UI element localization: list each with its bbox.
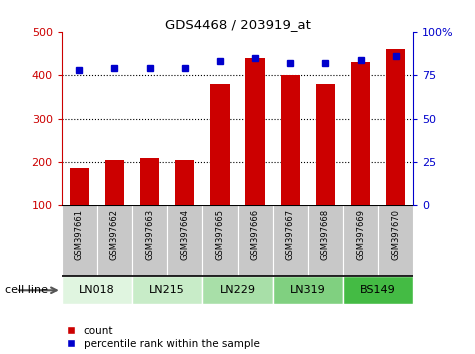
Bar bbox=[202, 276, 273, 304]
Bar bbox=[132, 276, 202, 304]
Text: GSM397669: GSM397669 bbox=[356, 209, 365, 260]
Bar bbox=[343, 276, 413, 304]
Bar bbox=[140, 158, 159, 205]
Bar bbox=[132, 205, 167, 276]
Text: GSM397666: GSM397666 bbox=[251, 209, 259, 260]
Text: cell line: cell line bbox=[5, 285, 48, 295]
Bar bbox=[238, 205, 273, 276]
Text: GSM397670: GSM397670 bbox=[391, 209, 400, 260]
Bar bbox=[62, 205, 97, 276]
Bar bbox=[308, 205, 343, 276]
Bar bbox=[62, 276, 132, 304]
Bar bbox=[378, 205, 413, 276]
Bar bbox=[273, 205, 308, 276]
Text: GSM397662: GSM397662 bbox=[110, 209, 119, 260]
Text: GSM397661: GSM397661 bbox=[75, 209, 84, 260]
Bar bbox=[97, 205, 132, 276]
Text: LN215: LN215 bbox=[149, 285, 185, 295]
Bar bbox=[202, 205, 238, 276]
Text: LN319: LN319 bbox=[290, 285, 326, 295]
Text: GSM397665: GSM397665 bbox=[216, 209, 224, 260]
Title: GDS4468 / 203919_at: GDS4468 / 203919_at bbox=[164, 18, 311, 31]
Bar bbox=[343, 205, 378, 276]
Text: GSM397667: GSM397667 bbox=[286, 209, 294, 260]
Text: BS149: BS149 bbox=[360, 285, 396, 295]
Text: GSM397664: GSM397664 bbox=[180, 209, 189, 260]
Bar bbox=[273, 276, 343, 304]
Bar bbox=[281, 75, 300, 205]
Text: GSM397663: GSM397663 bbox=[145, 209, 154, 260]
Text: LN018: LN018 bbox=[79, 285, 115, 295]
Legend: count, percentile rank within the sample: count, percentile rank within the sample bbox=[67, 326, 259, 349]
Bar bbox=[386, 49, 405, 205]
Bar bbox=[175, 160, 194, 205]
Bar bbox=[210, 84, 229, 205]
Bar bbox=[351, 62, 370, 205]
Bar bbox=[70, 169, 89, 205]
Bar bbox=[316, 84, 335, 205]
Bar bbox=[167, 205, 202, 276]
Text: LN229: LN229 bbox=[219, 285, 256, 295]
Bar bbox=[246, 58, 265, 205]
Bar bbox=[105, 160, 124, 205]
Text: GSM397668: GSM397668 bbox=[321, 209, 330, 260]
